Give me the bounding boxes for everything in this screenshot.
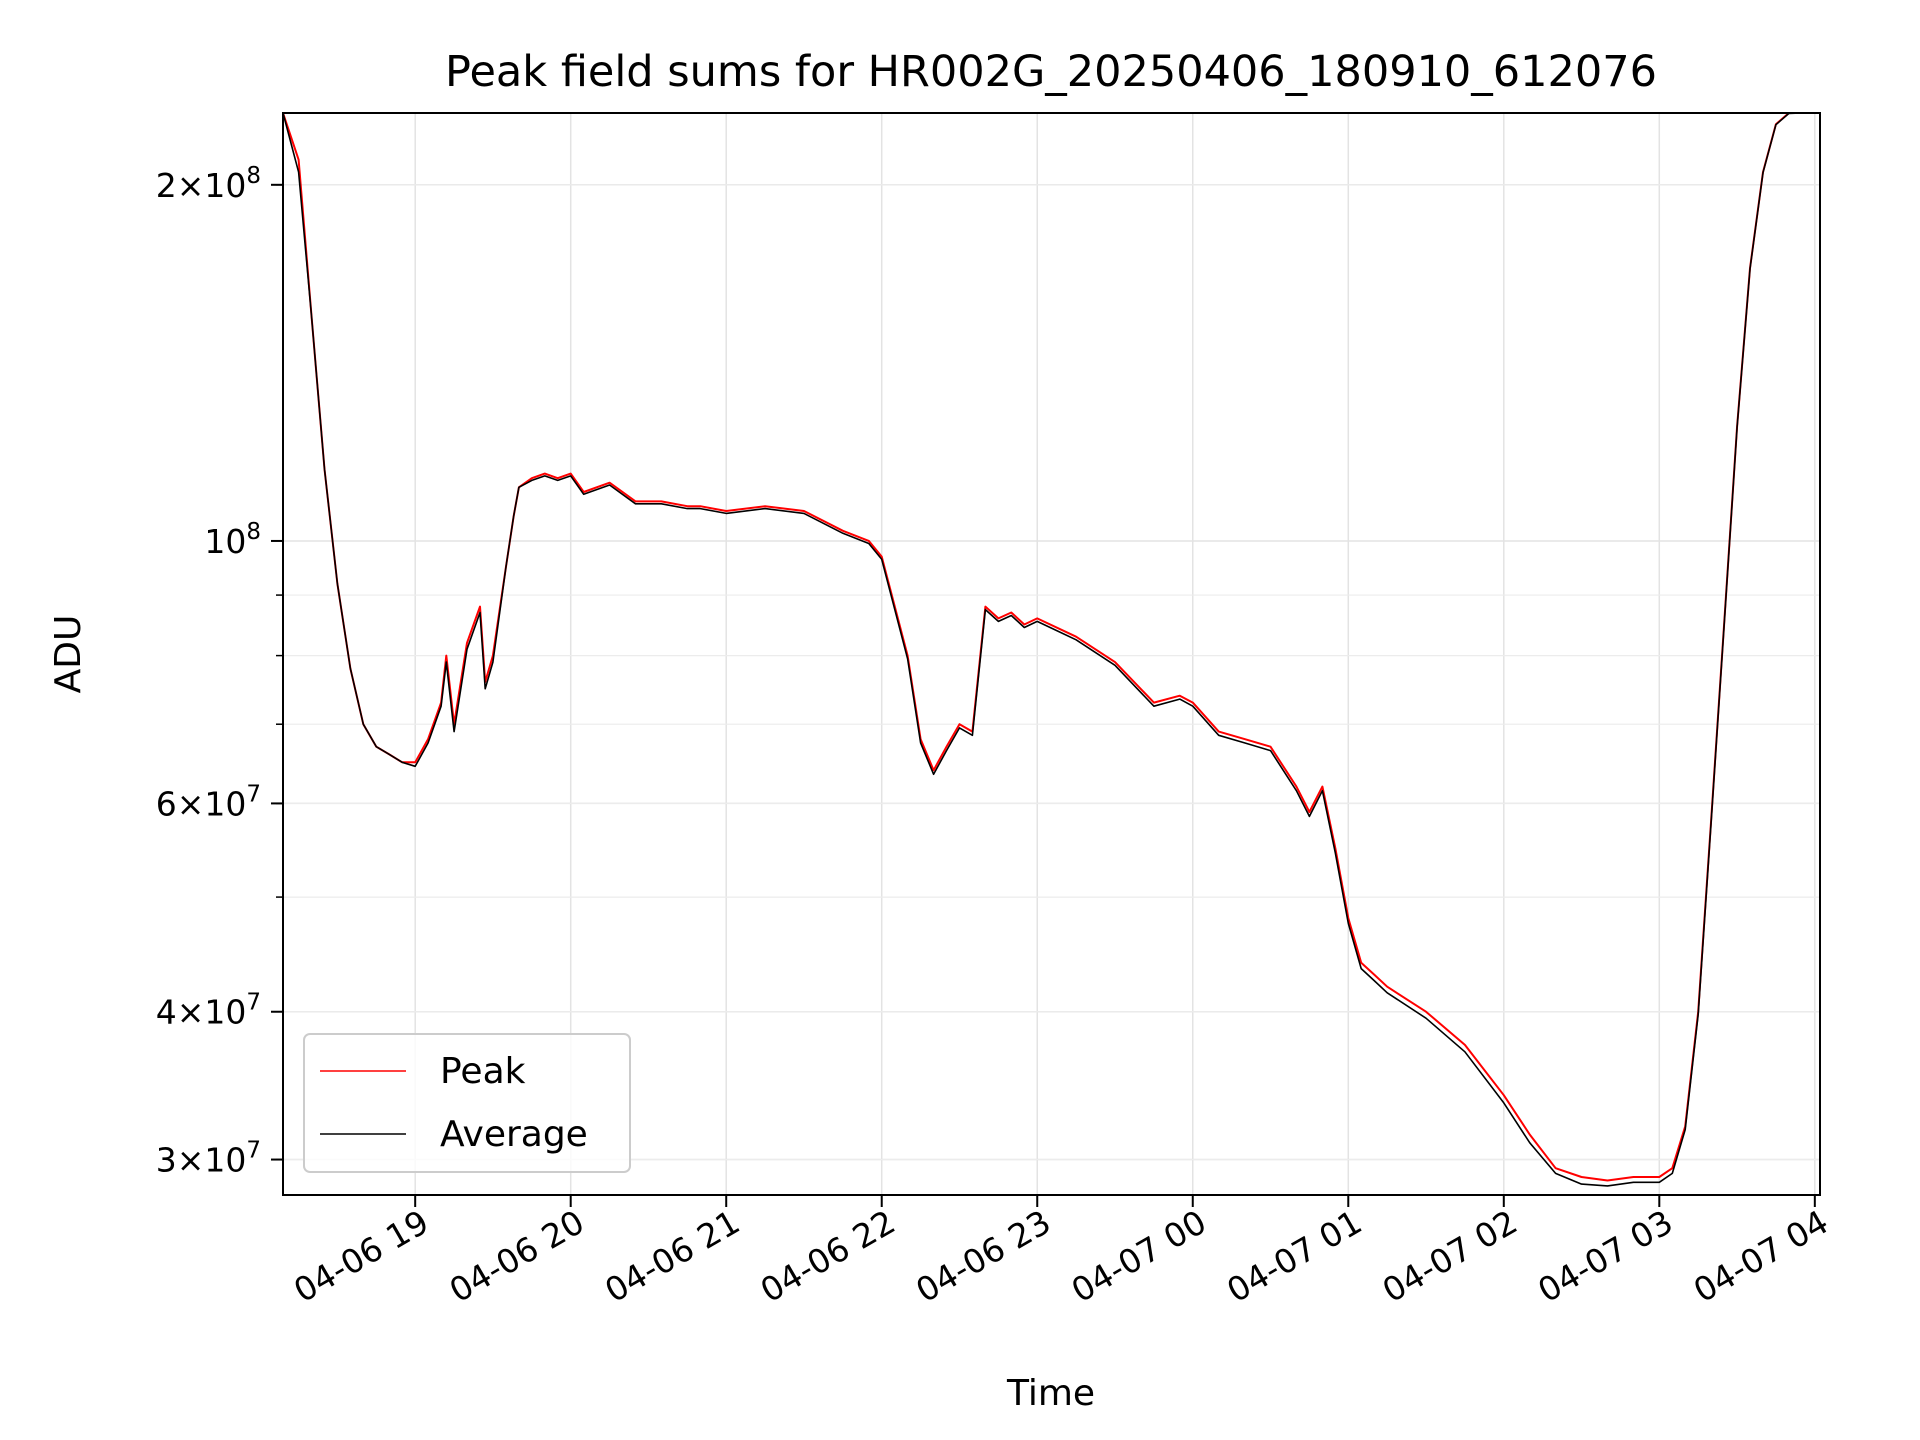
legend-box bbox=[303, 1033, 631, 1173]
grid bbox=[283, 113, 1820, 1195]
chart-title: Peak field sums for HR002G_20250406_1809… bbox=[445, 47, 1657, 97]
legend-label-average: Average bbox=[440, 1114, 588, 1155]
series-line-average bbox=[283, 113, 1820, 1187]
y-tick-label: 3×107 bbox=[156, 1138, 261, 1180]
plot-frame bbox=[282, 112, 1821, 1196]
y-tick-label: 108 bbox=[204, 519, 261, 561]
y-tick-label: 6×107 bbox=[156, 781, 261, 823]
x-axis-title: Time bbox=[1006, 1373, 1095, 1414]
y-axis-title: ADU bbox=[48, 615, 89, 694]
legend: Peak Average bbox=[303, 1033, 631, 1173]
legend-label-peak: Peak bbox=[440, 1051, 526, 1092]
y-tick-label: 4×107 bbox=[156, 990, 261, 1032]
plot-area bbox=[283, 113, 1820, 1187]
y-tick-label: 2×108 bbox=[156, 163, 261, 205]
series-line-peak bbox=[283, 113, 1820, 1182]
